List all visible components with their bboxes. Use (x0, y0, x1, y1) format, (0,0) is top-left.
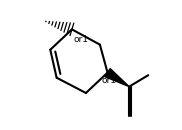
Text: or1: or1 (101, 76, 116, 85)
Polygon shape (105, 69, 129, 87)
Text: or1: or1 (73, 35, 88, 44)
